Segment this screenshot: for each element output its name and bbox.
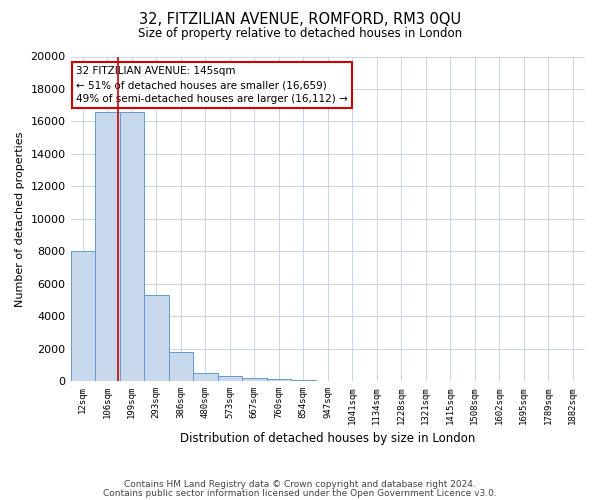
Bar (242, 378, 266, 381)
Bar (95, 112, 119, 381)
Bar (193, 373, 218, 381)
X-axis label: Distribution of detached houses by size in London: Distribution of detached houses by size … (180, 432, 475, 445)
Bar (169, 352, 193, 381)
Bar (144, 295, 169, 381)
Text: 32 FITZILIAN AVENUE: 145sqm
← 51% of detached houses are smaller (16,659)
49% of: 32 FITZILIAN AVENUE: 145sqm ← 51% of det… (76, 66, 347, 104)
Bar (71, 252, 95, 381)
Bar (119, 112, 144, 381)
Text: Contains public sector information licensed under the Open Government Licence v3: Contains public sector information licen… (103, 490, 497, 498)
Bar (266, 378, 291, 381)
Text: 32, FITZILIAN AVENUE, ROMFORD, RM3 0QU: 32, FITZILIAN AVENUE, ROMFORD, RM3 0QU (139, 12, 461, 28)
Text: Contains HM Land Registry data © Crown copyright and database right 2024.: Contains HM Land Registry data © Crown c… (124, 480, 476, 489)
Y-axis label: Number of detached properties: Number of detached properties (15, 131, 25, 306)
Bar (218, 376, 242, 381)
Text: Size of property relative to detached houses in London: Size of property relative to detached ho… (138, 28, 462, 40)
Bar (291, 380, 316, 381)
